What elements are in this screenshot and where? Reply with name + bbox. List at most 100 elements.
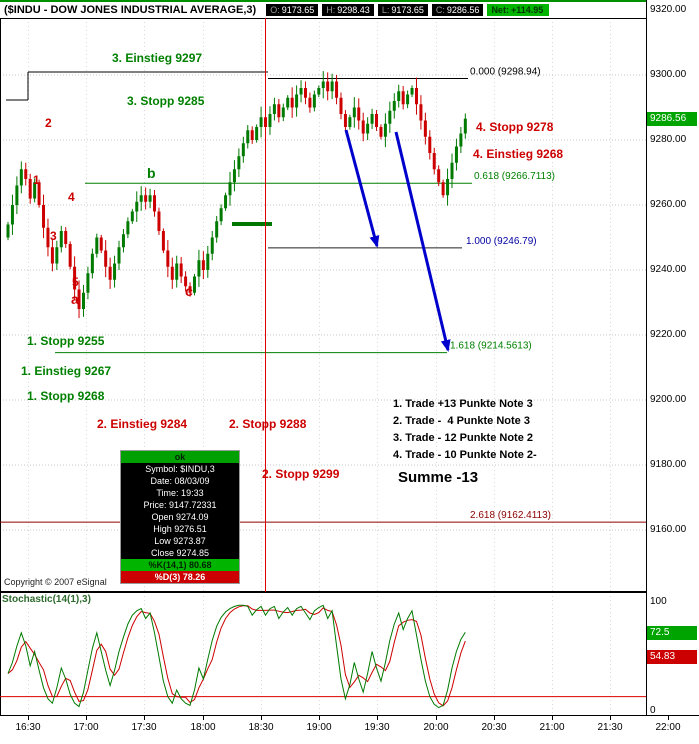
candle-body (281, 107, 285, 118)
candle-body (33, 182, 37, 199)
candle-body (388, 110, 392, 124)
data-window-header: ok (121, 451, 239, 463)
fib-label: 1.000 (9246.79) (466, 236, 537, 247)
candle-body (90, 253, 94, 274)
candle-body (139, 195, 143, 202)
candle-body (130, 211, 134, 222)
time-axis-tick-mark (552, 716, 553, 720)
last-price-badge: 9286.56 (647, 112, 697, 126)
candle-body (250, 130, 254, 140)
candle-body (206, 253, 210, 270)
stoch-d-line (7, 605, 466, 707)
data-window[interactable]: ok Symbol: $INDU,3 Date: 08/03/09 Time: 19… (120, 450, 240, 584)
candle-body (414, 88, 418, 105)
window-top-border (0, 0, 699, 2)
candle-body (410, 88, 414, 95)
candle-body (357, 107, 361, 121)
stochastic-chart-svg[interactable] (0, 592, 646, 715)
data-window-row: Low 9273.87 (154, 536, 206, 546)
data-window-percent-d-row: %D(3) 78.26 (121, 571, 239, 583)
candle-body (166, 250, 170, 267)
time-axis-tick-mark (610, 716, 611, 720)
candle-body (255, 127, 259, 140)
candle-body (259, 117, 263, 127)
candle-body (437, 169, 441, 183)
candle-body (241, 143, 245, 157)
time-axis-tick-mark (494, 716, 495, 720)
candle-body (232, 169, 236, 183)
candle-body (117, 247, 121, 264)
candle-body (157, 211, 161, 231)
time-axis-tick: 21:30 (597, 722, 623, 733)
candle-body (370, 114, 374, 124)
time-axis-tick-mark (436, 716, 437, 720)
candle-body (286, 97, 290, 108)
candle-body (215, 221, 219, 238)
candle-body (441, 182, 445, 196)
candle-body (335, 81, 339, 98)
stoch-d-badge: 54.83 (647, 650, 697, 664)
candle-body (46, 227, 50, 248)
analysis-arrow[interactable] (394, 131, 451, 352)
price-axis-tick: 9240.00 (650, 264, 687, 275)
candle-body (295, 94, 299, 108)
candle-body (81, 292, 85, 309)
time-axis-tick-mark (203, 716, 204, 720)
candle-body (50, 247, 54, 264)
time-axis[interactable]: 16:30 17:00 17:30 18:00 18:30 19:00 19:30 20:00… (0, 715, 699, 744)
time-axis-tick-mark (377, 716, 378, 720)
candle-body (99, 237, 103, 251)
candle-body (219, 208, 223, 222)
time-axis-tick: 19:00 (306, 722, 332, 733)
candle-body (24, 169, 28, 179)
candle-body (77, 289, 81, 309)
price-axis[interactable]: 9320.00 9300.00 9280.00 9260.00 9240.00 9220.… (646, 0, 699, 716)
quote-field-l: L: 9173.65 (377, 4, 428, 16)
quote-field-h: H: 9298.43 (322, 4, 374, 16)
candle-body (42, 205, 46, 228)
candle-body (68, 244, 72, 267)
data-window-row: Date: 08/03/09 (150, 476, 210, 486)
candle-body (224, 195, 228, 209)
candle-body (104, 250, 108, 267)
price-axis-tick: 9260.00 (650, 199, 687, 210)
time-axis-tick: 16:30 (15, 722, 41, 733)
stochastic-panel[interactable] (0, 592, 646, 715)
candle-body (348, 117, 352, 127)
stoch-axis-max: 100 (650, 596, 667, 607)
candle-body (361, 120, 365, 134)
candle-body (308, 97, 312, 108)
time-axis-tick-mark (86, 716, 87, 720)
price-chart-area[interactable]: 0.000 (9298.94) 0.618 (9266.7113) 1.000 (9… (0, 18, 646, 592)
price-axis-tick: 9180.00 (650, 459, 687, 470)
analysis-arrow[interactable] (344, 129, 380, 248)
fib-label: 0.000 (9298.94) (470, 66, 541, 77)
fib-label: 2.618 (9162.4113) (470, 510, 551, 521)
quote-field-c: C: 9286.56 (431, 4, 484, 16)
candle-body (179, 263, 183, 277)
candle-body (19, 169, 23, 186)
candle-body (126, 221, 130, 235)
candle-body (277, 104, 281, 118)
time-axis-tick: 17:00 (73, 722, 99, 733)
candle-body (37, 182, 41, 205)
time-axis-tick-mark (261, 716, 262, 720)
candle-body (383, 123, 387, 137)
candle-body (450, 162, 454, 179)
candle-body (121, 234, 125, 248)
time-axis-tick: 20:30 (481, 722, 507, 733)
candle-body (366, 123, 370, 134)
candle-body (64, 231, 68, 244)
candle-body (272, 104, 276, 114)
data-window-percent-k-row: %K(14,1) 80.68 (121, 559, 239, 571)
candle-body (454, 146, 458, 163)
candle-body (86, 273, 90, 293)
data-window-row: Open 9274.09 (151, 512, 209, 522)
candle-body (237, 156, 241, 170)
candle-body (175, 263, 179, 280)
candlestick-chart-svg[interactable]: 0.000 (9298.94) 0.618 (9266.7113) 1.000 (9… (0, 18, 646, 592)
candle-body (419, 104, 423, 121)
candle-body (343, 114, 347, 127)
data-window-row: Time: 19:33 (156, 488, 204, 498)
net-label: Net: (491, 5, 509, 15)
